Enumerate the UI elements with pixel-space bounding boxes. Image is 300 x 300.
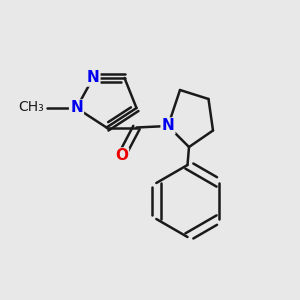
- Text: O: O: [115, 148, 128, 164]
- Text: N: N: [87, 70, 99, 86]
- Text: N: N: [162, 118, 174, 134]
- Text: N: N: [70, 100, 83, 116]
- Text: CH₃: CH₃: [18, 100, 44, 114]
